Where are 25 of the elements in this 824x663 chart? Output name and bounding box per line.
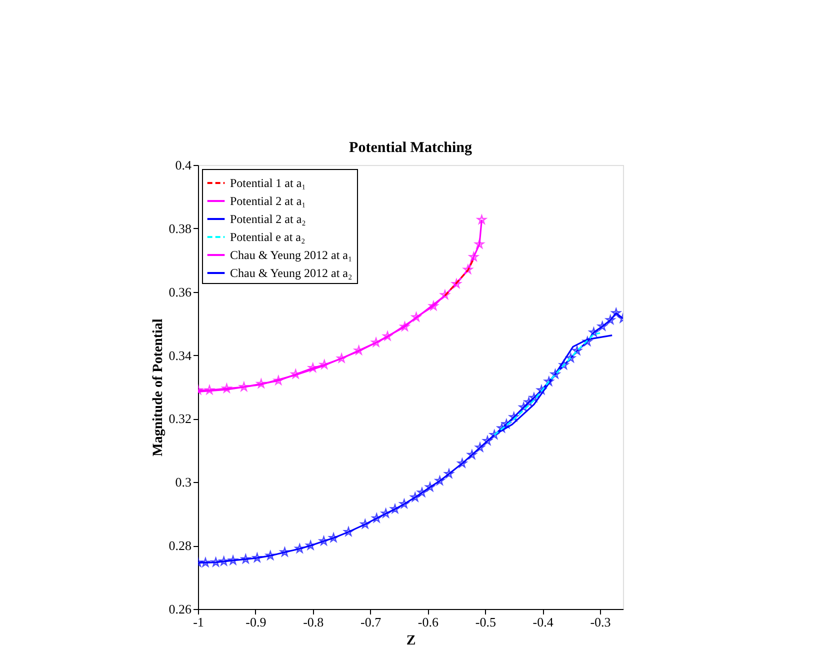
y-axis-title: Magnitude of Potential [150,318,166,456]
legend-label: Chau & Yeung 2012 at a₂ [230,266,352,280]
legend-label: Potential e at a₂ [230,230,306,244]
legend-label: Chau & Yeung 2012 at a₁ [230,248,352,262]
y-tick-label: 0.38 [168,220,192,236]
x-axis-title: Z [406,634,416,648]
y-tick-label: 0.4 [175,158,192,172]
y-tick-label: 0.3 [175,474,192,490]
x-tick-label: -1 [193,614,204,630]
y-tick-label: 0.28 [168,538,192,554]
x-tick-label: -0.9 [246,614,266,630]
x-tick-label: -0.7 [360,614,382,630]
x-tick-label: -0.6 [418,614,440,630]
x-tick-label: -0.3 [590,614,611,630]
y-tick-label: 0.34 [168,348,192,363]
x-tick-label: -0.8 [303,614,324,630]
legend-label: Potential 1 at a₁ [230,176,306,190]
x-tick-label: -0.5 [475,614,496,630]
y-tick-label: 0.32 [168,411,192,426]
chart-title: Potential Matching [349,140,472,156]
x-tick-label: -0.4 [532,614,554,630]
y-tick-label: 0.26 [168,602,192,616]
y-tick-label: 0.36 [168,284,192,300]
legend-label: Potential 2 at a₁ [230,194,306,208]
legend-label: Potential 2 at a₂ [230,212,306,226]
